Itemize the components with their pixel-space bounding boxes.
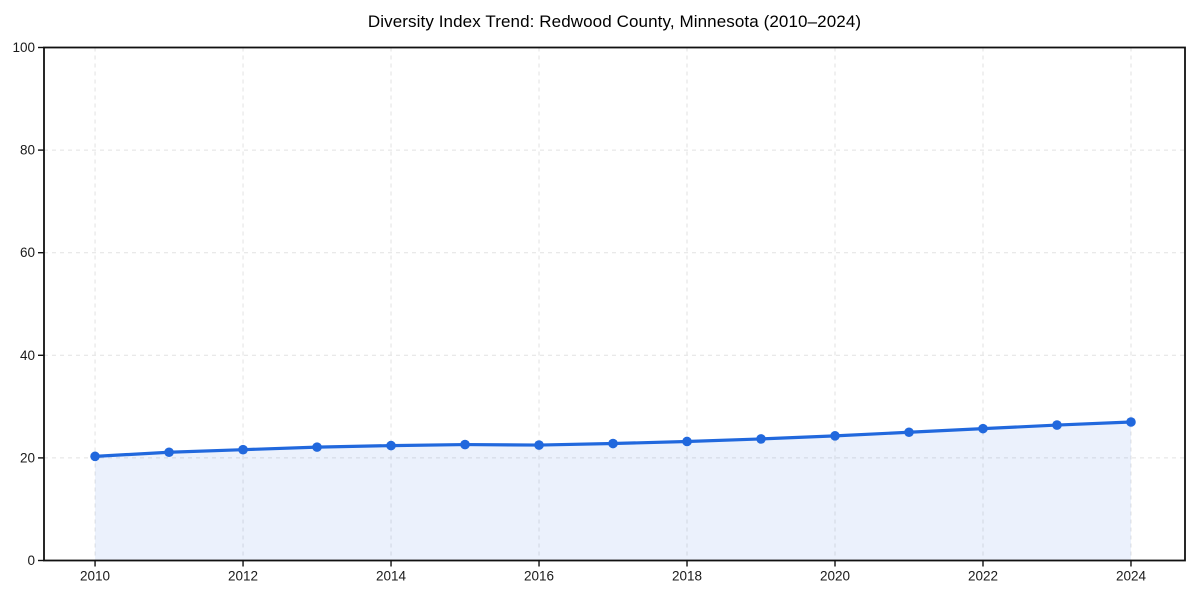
- data-point-marker: [164, 447, 174, 458]
- y-tick-label: 0: [27, 553, 35, 568]
- data-point-marker: [460, 439, 470, 450]
- data-point-marker: [1052, 420, 1062, 430]
- data-point-marker: [756, 434, 766, 444]
- data-point-marker: [830, 431, 840, 441]
- tick-labels: 0 20 40 60 80 100 2010 2012 2014 2016 2018 2020 2022…: [12, 40, 1146, 584]
- x-tick-label: 2014: [376, 569, 407, 584]
- chart-title: Diversity Index Trend: Redwood County, M…: [367, 12, 862, 31]
- y-tick-label: 80: [20, 143, 35, 158]
- data-point-marker: [90, 451, 100, 462]
- area-fill: [95, 421, 1131, 561]
- data-points: [90, 417, 1136, 462]
- data-point-marker: [682, 436, 692, 447]
- y-tick-label: 20: [20, 450, 35, 465]
- data-point-marker: [1126, 417, 1136, 427]
- x-tick-label: 2016: [524, 569, 554, 584]
- y-tick-label: 100: [12, 40, 35, 55]
- x-tick-label: 2018: [672, 569, 702, 584]
- x-tick-label: 2020: [820, 569, 850, 584]
- data-point-marker: [238, 444, 248, 455]
- y-tick-label: 40: [20, 348, 35, 363]
- x-tick-label: 2010: [80, 569, 110, 584]
- data-point-marker: [904, 427, 914, 438]
- tick-marks: [38, 46, 1132, 567]
- data-point-marker: [608, 438, 618, 449]
- data-point-marker: [312, 442, 322, 452]
- data-point-marker: [978, 423, 988, 434]
- x-tick-label: 2012: [228, 569, 258, 584]
- y-tick-label: 60: [20, 245, 35, 260]
- x-tick-label: 2024: [1116, 569, 1147, 584]
- data-point-marker: [534, 440, 544, 450]
- axes-border: [43, 46, 1186, 562]
- data-point-marker: [386, 440, 396, 451]
- x-tick-label: 2022: [968, 569, 998, 584]
